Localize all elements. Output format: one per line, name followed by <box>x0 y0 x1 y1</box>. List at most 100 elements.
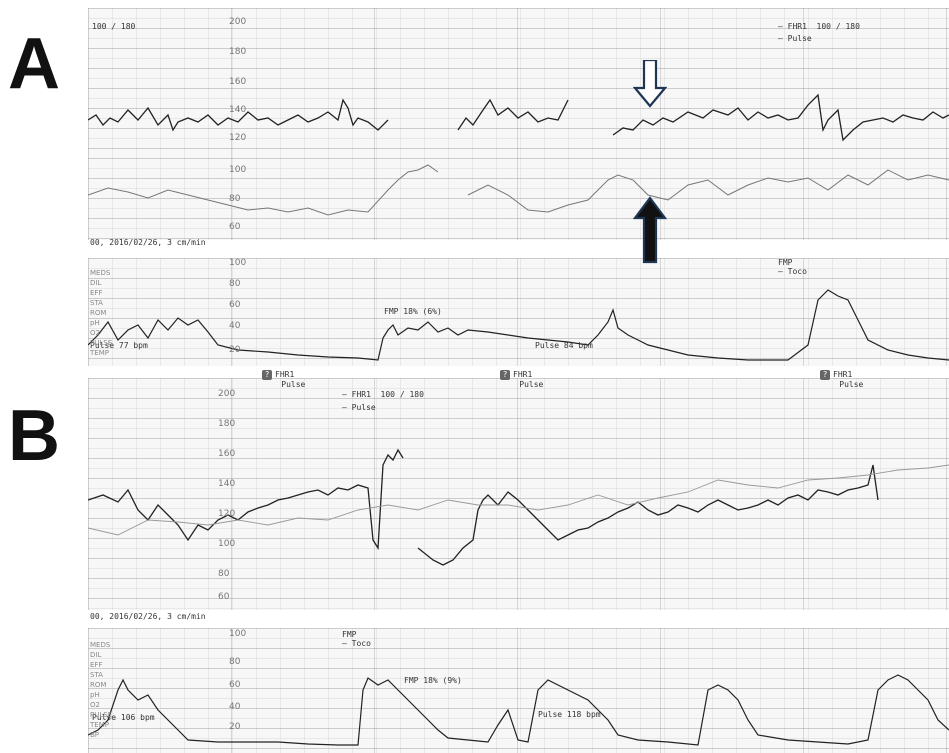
panel-b-toco-legend: FMP — Toco <box>342 630 371 648</box>
panel-b-fhr-strip <box>88 378 949 610</box>
panel-a-legend-fhr: FHR1 <box>787 22 807 31</box>
panel-a-tick-180: 180 <box>229 47 247 57</box>
marker-label: FHR1 <box>275 370 295 379</box>
panel-b-tick-200: 200 <box>218 389 236 399</box>
panel-a-tick-200: 200 <box>229 17 247 27</box>
panel-b-pulse-left: Pulse 106 bpm <box>92 713 155 722</box>
panel-a-tick-p80: 80 <box>229 194 241 204</box>
panel-a-legend: — FHR1 100 / 180 <box>778 22 860 31</box>
panel-a-marker-1: ? FHR1 Pulse <box>262 370 305 389</box>
panel-a-tick-140: 140 <box>229 105 247 115</box>
side-label: ROM <box>90 681 107 689</box>
side-label: TEMP <box>90 349 109 357</box>
panel-b-toco-legend-toco: Toco <box>351 639 371 648</box>
question-icon: ? <box>820 370 830 380</box>
side-label: BP <box>90 731 100 739</box>
panel-a-toco-legend: FMP — Toco <box>778 258 807 276</box>
marker-sub: Pulse <box>839 380 864 389</box>
side-label: MEDS <box>90 269 111 277</box>
panel-a-tick-120: 120 <box>229 133 247 143</box>
panel-a-fhr-trace-3 <box>612 93 949 142</box>
panel-a-toco-tick-100: 100 <box>229 258 247 268</box>
panel-b-tick-140: 140 <box>218 479 236 489</box>
panel-a-toco-legend-fmp: FMP <box>778 258 793 267</box>
panel-b-pulse-right: Pulse 118 bpm <box>538 710 601 719</box>
panel-a-toco-tick-80: 80 <box>229 279 241 289</box>
panel-a-marker-3: ? FHR1 Pulse <box>820 370 863 389</box>
panel-a-toco-tick-20: 20 <box>229 345 241 355</box>
side-label: STA <box>90 299 103 307</box>
panel-b-legend-pulse-row: — Pulse <box>342 403 376 412</box>
panel-a-fhr-trace <box>88 98 389 132</box>
panel-b-tick-100: 100 <box>218 539 236 549</box>
marker-label: FHR1 <box>833 370 853 379</box>
panel-b-legend-scale: 100 / 180 <box>380 390 424 399</box>
panel-a-date: 00, 2016/02/26, 3 cm/min <box>90 238 206 247</box>
panel-b-tick-80: 80 <box>218 569 230 579</box>
panel-a-pulse-strip <box>88 158 949 240</box>
panel-a-pulse-right: Pulse 84 bpm <box>535 341 593 350</box>
question-icon: ? <box>500 370 510 380</box>
panel-a-tick-p100: 100 <box>229 165 247 175</box>
trace-layer <box>88 93 949 746</box>
marker-sub: Pulse <box>281 380 306 389</box>
panel-b-tick-120: 120 <box>218 509 236 519</box>
side-label: pH <box>90 691 100 699</box>
panel-a-legend-pulse: Pulse <box>787 34 812 43</box>
panel-b-toco-tick-60: 60 <box>229 680 241 690</box>
panel-b-tick-180: 180 <box>218 419 236 429</box>
side-label: MEDS <box>90 641 111 649</box>
panel-a-header-scale: 100 / 180 <box>92 22 136 31</box>
panel-a-pulse-trace <box>88 164 439 216</box>
question-icon: ? <box>262 370 272 380</box>
side-label: ROM <box>90 309 107 317</box>
side-label: PULSE <box>90 339 113 347</box>
panel-b-tick-60: 60 <box>218 592 230 602</box>
panel-a-toco-tick-40: 40 <box>229 321 241 331</box>
side-label: EFF <box>90 661 103 669</box>
side-label: O2 <box>90 701 100 709</box>
panel-b-date: 00, 2016/02/26, 3 cm/min <box>90 612 206 621</box>
panel-b-tick-160: 160 <box>218 449 236 459</box>
solid-arrow-icon <box>633 196 667 264</box>
side-label: PULSE <box>90 711 113 719</box>
marker-sub: Pulse <box>519 380 544 389</box>
panel-b-toco-tick-20: 20 <box>229 722 241 732</box>
panel-b-toco-trace <box>88 674 949 746</box>
panel-a-toco-tick-60: 60 <box>229 300 241 310</box>
panel-a-pulse-trace-2 <box>467 169 949 213</box>
panel-b-legend-fhr: FHR1 <box>351 390 371 399</box>
marker-label: FHR1 <box>513 370 533 379</box>
panel-a-fmp: FMP 18% (6%) <box>384 307 442 316</box>
panel-a-letter: A <box>8 24 60 104</box>
panel-b-maternal-trace <box>88 464 949 536</box>
panel-b-toco-tick-40: 40 <box>229 702 241 712</box>
panel-b-legend-pulse: Pulse <box>351 403 376 412</box>
panel-b-legend: — FHR1 100 / 180 <box>342 390 424 399</box>
side-label: TEMP <box>90 721 109 729</box>
panel-b-side-labels: MEDS DIL EFF STA ROM pH O2 PULSE TEMP BP <box>90 640 112 740</box>
panel-b-fhr-trace <box>88 448 404 551</box>
side-label: O2 <box>90 329 100 337</box>
panel-b-toco-strip <box>88 628 949 753</box>
panel-a-legend-scale: 100 / 180 <box>816 22 860 31</box>
panel-b-toco-legend-fmp: FMP <box>342 630 357 639</box>
panel-a-pulse-left: Pulse 77 bpm <box>90 341 148 350</box>
panel-b-fmp: FMP 18% (9%) <box>404 676 462 685</box>
panel-a-tick-160: 160 <box>229 77 247 87</box>
panel-b-toco-tick-100: 100 <box>229 629 247 639</box>
side-label: DIL <box>90 279 102 287</box>
panel-a-side-labels: MEDS DIL EFF STA ROM pH O2 PULSE TEMP <box>90 268 112 358</box>
panel-b-letter: B <box>8 396 60 476</box>
side-label: STA <box>90 671 103 679</box>
side-label: EFF <box>90 289 103 297</box>
hollow-arrow-icon <box>633 60 667 108</box>
panel-a-fhr-trace-2 <box>457 98 569 131</box>
panel-a-marker-2: ? FHR1 Pulse <box>500 370 543 389</box>
panel-a-tick-p60: 60 <box>229 222 241 232</box>
panel-b-toco-tick-80: 80 <box>229 657 241 667</box>
panel-a-toco-legend-toco: Toco <box>787 267 807 276</box>
panel-a-legend-pulse-row: — Pulse <box>778 34 812 43</box>
panel-a-toco-trace <box>88 289 949 361</box>
side-label: DIL <box>90 651 102 659</box>
